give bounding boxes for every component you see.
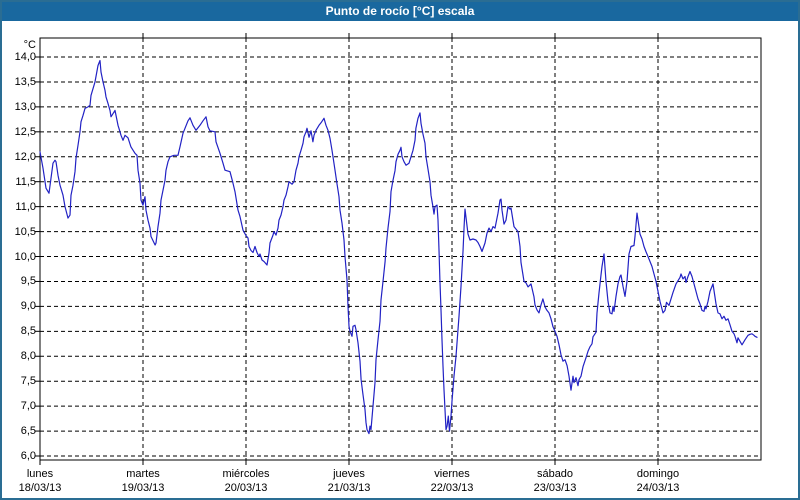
y-axis-tick-label: 6,5 [20, 425, 36, 438]
y-axis-tick-label: 10,5 [14, 225, 36, 238]
y-axis-tick-label: 13,0 [14, 100, 36, 113]
y-axis-tick-label: 12,0 [14, 150, 36, 163]
x-axis-day-label: miércoles [222, 468, 270, 480]
x-axis-day-label: lunes [26, 468, 54, 480]
x-axis-day-label: martes [126, 468, 160, 480]
y-axis-tick-label: 7,0 [20, 400, 36, 413]
y-axis-tick-label: 11,0 [15, 200, 36, 213]
x-axis-date-label: 24/03/13 [636, 482, 680, 494]
x-axis-day-label: jueves [333, 468, 365, 480]
plot-frame [39, 37, 762, 461]
y-axis-tick-label: 8,0 [20, 350, 36, 363]
y-axis-tick-label: 8,5 [20, 325, 36, 338]
y-axis-tick-label: 10,0 [14, 250, 36, 263]
x-axis-day-label: sábado [536, 468, 574, 480]
y-axis-tick-label: 6,0 [20, 450, 36, 462]
x-axis-date-label: 19/03/13 [121, 482, 165, 494]
x-axis-date-label: 21/03/13 [327, 482, 371, 494]
x-axis-day-label: viernes [434, 468, 470, 480]
y-axis-tick-label: 14,0 [14, 51, 36, 63]
y-axis-tick-label: 7,5 [20, 375, 36, 388]
y-axis-tick-label: 9,5 [20, 275, 36, 288]
dew-point-line [39, 59, 758, 435]
x-axis-date-label: 20/03/13 [224, 482, 268, 494]
title-bar: Punto de rocío [°C] escala [2, 2, 798, 21]
y-axis-unit-label: °C [23, 39, 36, 51]
chart-title: Punto de rocío [°C] escala [325, 4, 475, 18]
y-axis-tick-label: 12,5 [14, 125, 36, 138]
x-axis-day-label: domingo [636, 468, 680, 480]
y-axis-tick-label: 13,5 [14, 75, 36, 88]
x-axis-date-label: 23/03/13 [533, 482, 577, 494]
y-axis-tick-label: 11,5 [15, 175, 36, 188]
x-axis-date-label: 18/03/13 [18, 482, 62, 494]
x-axis-date-label: 22/03/13 [430, 482, 474, 494]
y-axis-tick-label: 9,0 [20, 300, 36, 313]
